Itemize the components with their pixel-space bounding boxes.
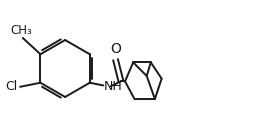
Text: CH₃: CH₃ — [11, 24, 32, 37]
Text: NH: NH — [104, 80, 123, 93]
Text: Cl: Cl — [5, 80, 17, 93]
Text: O: O — [110, 42, 121, 56]
